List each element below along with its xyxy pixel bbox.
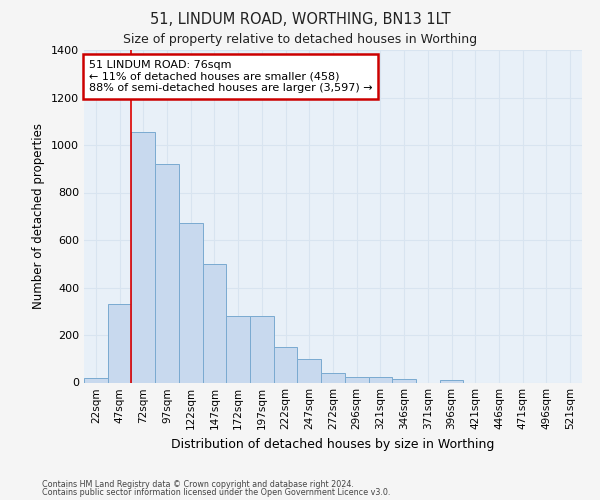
Bar [131,132,155,382]
Bar [155,164,179,382]
Bar [368,378,392,382]
Text: 51 LINDUM ROAD: 76sqm
← 11% of detached houses are smaller (458)
88% of semi-det: 51 LINDUM ROAD: 76sqm ← 11% of detached … [89,60,373,93]
Bar [321,374,345,382]
Bar [345,376,368,382]
Bar [298,359,321,382]
Bar [440,380,463,382]
Bar [226,316,250,382]
Text: Contains public sector information licensed under the Open Government Licence v3: Contains public sector information licen… [42,488,391,497]
Bar [392,379,416,382]
Bar [250,316,274,382]
Bar [203,264,226,382]
Bar [179,224,203,382]
Text: 51, LINDUM ROAD, WORTHING, BN13 1LT: 51, LINDUM ROAD, WORTHING, BN13 1LT [149,12,451,28]
Text: Contains HM Land Registry data © Crown copyright and database right 2024.: Contains HM Land Registry data © Crown c… [42,480,354,489]
Text: Size of property relative to detached houses in Worthing: Size of property relative to detached ho… [123,32,477,46]
Bar [108,304,131,382]
Y-axis label: Number of detached properties: Number of detached properties [32,123,46,309]
Bar [84,378,108,382]
X-axis label: Distribution of detached houses by size in Worthing: Distribution of detached houses by size … [172,438,494,451]
Bar [274,348,298,382]
